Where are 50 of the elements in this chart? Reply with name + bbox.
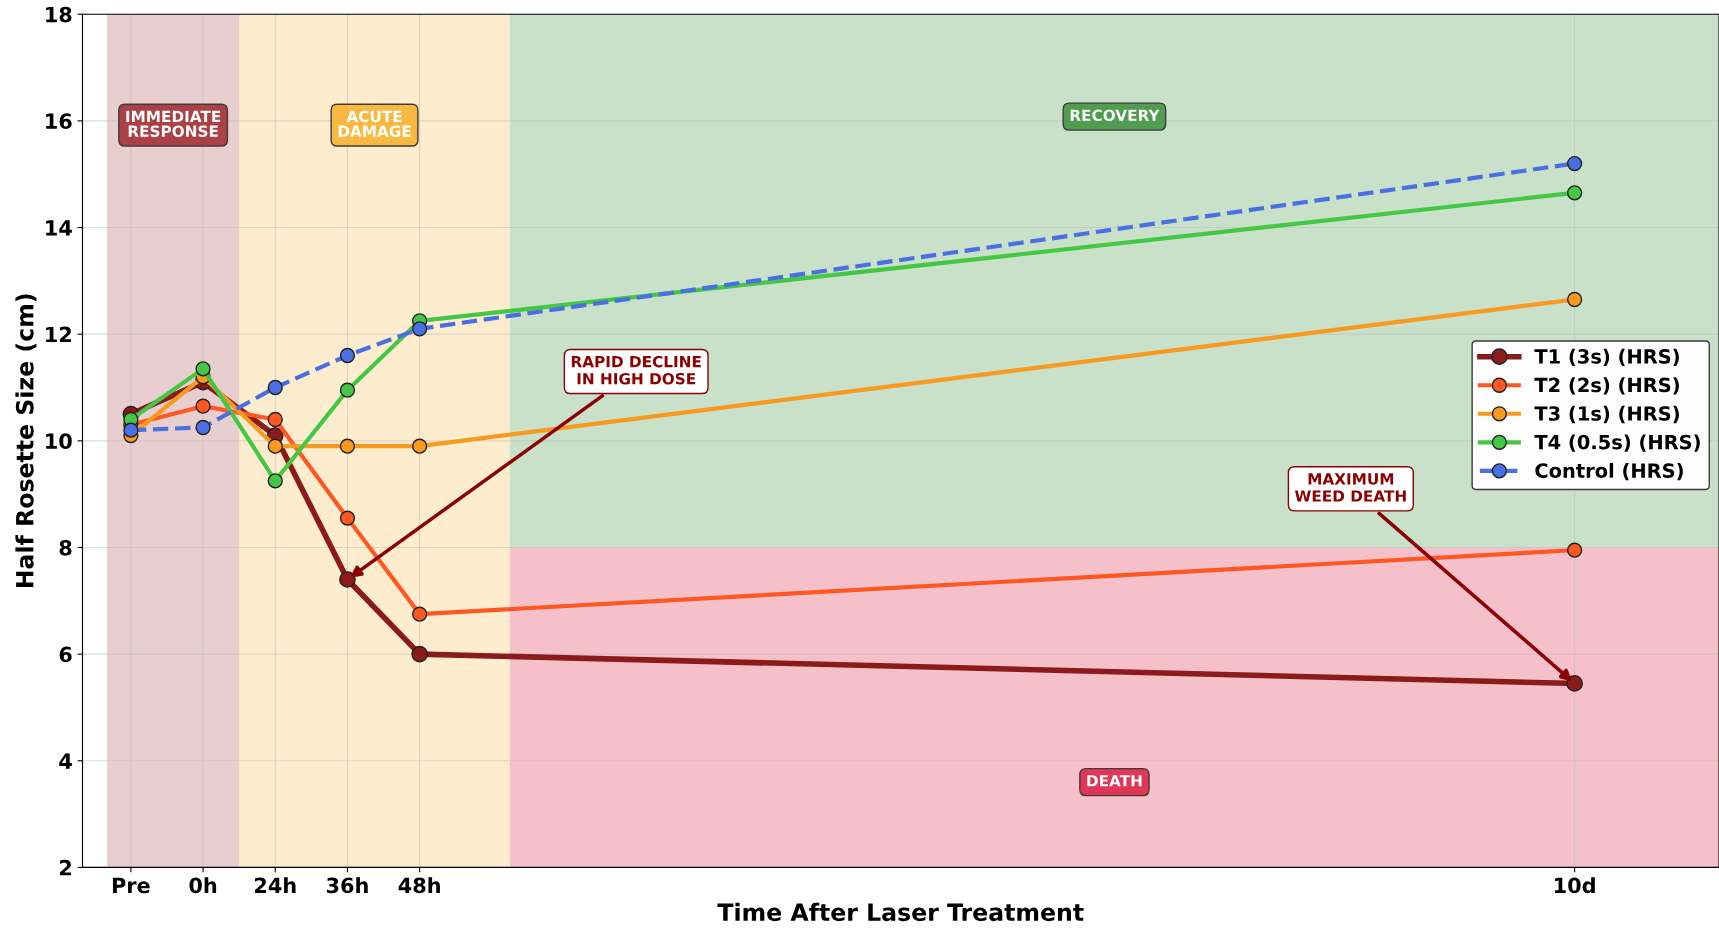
x-tick-label: 0h [189, 877, 217, 894]
x-tick-label: 36h [326, 877, 368, 894]
point [1566, 291, 1583, 308]
band-label: RECOVERY [1070, 109, 1160, 122]
band-label: DEATH [1087, 775, 1142, 787]
x-tick-label: 48h [398, 877, 440, 894]
point [1566, 542, 1583, 558]
point [339, 510, 356, 526]
y-tick-label: 2 [59, 859, 71, 876]
point [267, 411, 283, 428]
point [195, 398, 211, 414]
legend-label: Control (HRS) [1535, 462, 1683, 481]
point [267, 473, 283, 489]
point [411, 438, 428, 454]
y-tick-label: 8 [59, 539, 72, 556]
point [411, 645, 428, 663]
point [339, 438, 356, 454]
y-tick-label: 6 [59, 646, 72, 663]
y-tick-label: 4 [59, 753, 72, 769]
legend-label: T1 (3s) (HRS) [1534, 348, 1679, 367]
point [339, 571, 356, 588]
point [1566, 675, 1583, 692]
x-tick-label: Pre [112, 877, 150, 894]
y-tick-label: 14 [46, 220, 72, 236]
y-tick-label: 18 [46, 6, 72, 23]
y-tick-label: 10 [46, 433, 72, 450]
point [1566, 185, 1583, 201]
point [267, 438, 283, 454]
point [123, 422, 139, 438]
y-tick-label: 16 [46, 113, 72, 130]
point [411, 321, 428, 337]
legend-label: T2 (2s) (HRS) [1534, 377, 1679, 395]
annotation: RAPID DECLINE IN HIGH DOSE [571, 355, 701, 385]
point [195, 419, 211, 436]
annotation: IMMEDIATE RESPONSE [126, 110, 221, 137]
legend-label: T4 (0.5s) (HRS) [1534, 434, 1700, 452]
point [339, 347, 356, 364]
point [195, 361, 211, 377]
point [339, 382, 356, 398]
x-tick-label: 24h [254, 877, 296, 893]
point [1566, 155, 1583, 172]
y-axis-title: Half Rosette Size (cm) [15, 294, 37, 588]
annotation: ACUTE DAMAGE [338, 110, 411, 137]
y-tick-label: 12 [46, 326, 71, 343]
x-axis-title: Time After Laser Treatment [717, 902, 1084, 922]
point [267, 379, 283, 396]
annotation: MAXIMUM WEED DEATH [1294, 473, 1406, 502]
x-tick-label: 10d [1555, 877, 1595, 894]
legend-label: T3 (1s) (HRS) [1534, 405, 1679, 424]
point [411, 606, 428, 622]
